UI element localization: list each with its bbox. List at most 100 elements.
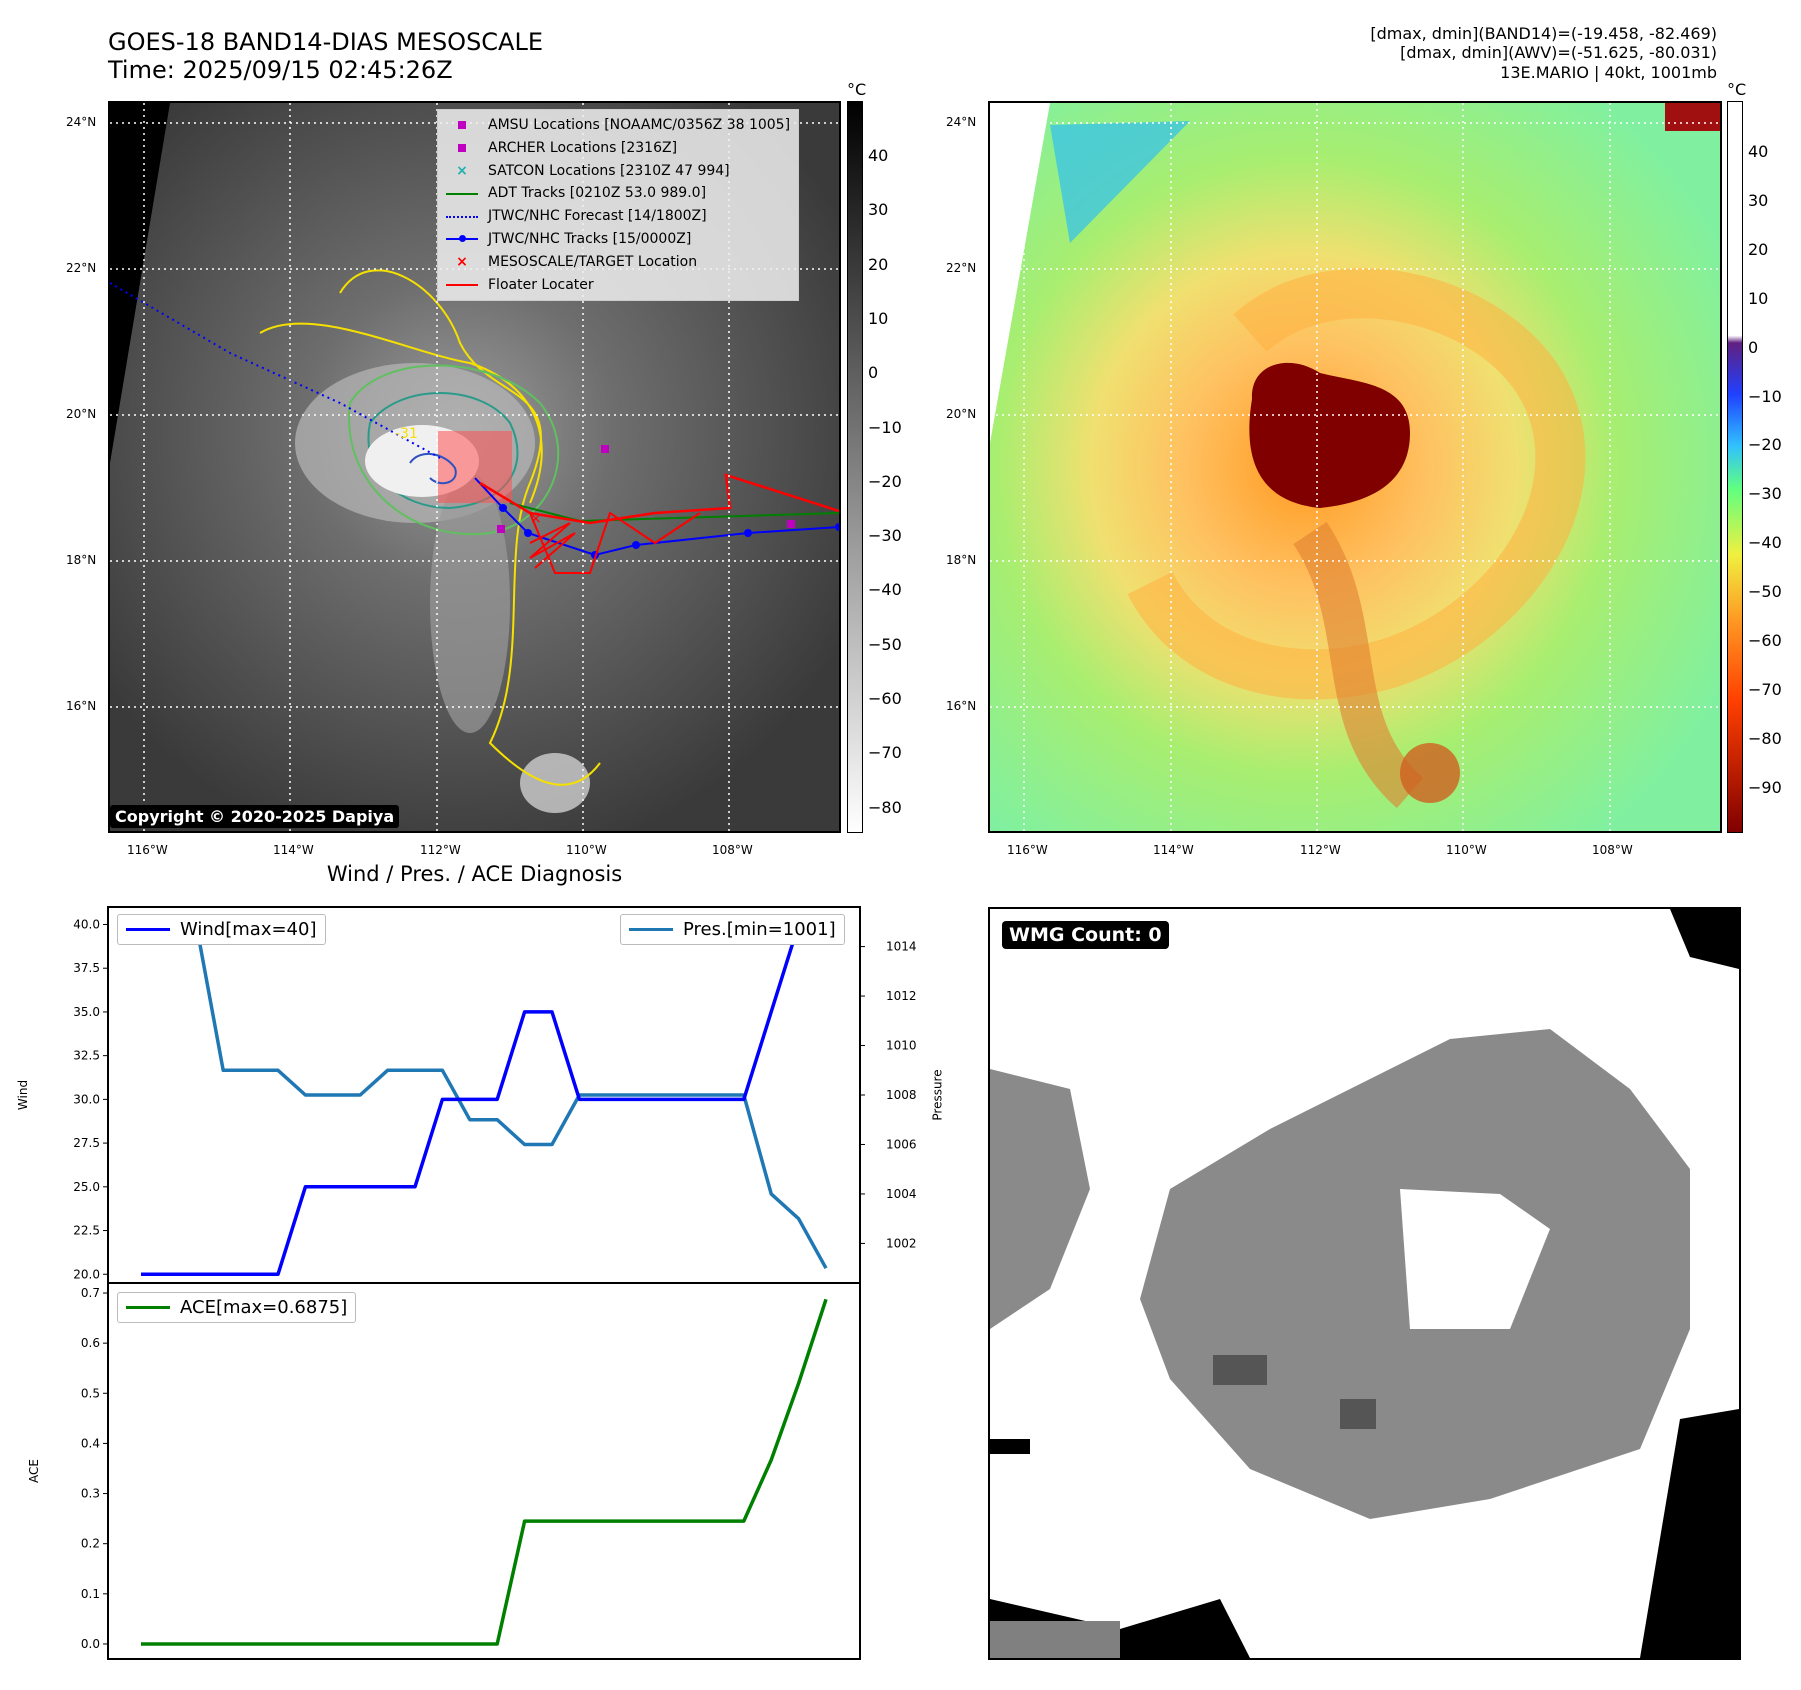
figure-title-line2: Time: 2025/09/15 02:45:26Z [108,56,453,84]
contour-label: -31 [395,426,418,442]
wmg-panel: WMG Count: 0 [988,907,1741,1660]
colorbar-tick-label: −70 [868,743,902,763]
wind-ytick-label: 25.0 [73,1180,100,1194]
svg-text:×: × [530,511,542,527]
latitude-label: 20°N [946,407,977,421]
pressure-legend-swatch [629,928,673,931]
diagnosis-chart: 20.0 22.5 25.0 27.5 30.0 32.5 35.0 37.5 40.0 1002… [73,906,917,1660]
colorbar-tick-label: −40 [868,580,902,600]
longitude-label: 116°W [1007,843,1048,857]
legend-marker-icon [446,210,478,224]
legend-entry: ARCHER Locations [2316Z] [446,137,790,160]
legend-marker-icon [446,187,478,201]
ace-legend-label: ACE[max=0.6875] [180,1297,348,1318]
legend-marker-icon [446,278,478,292]
awv-map-image [990,103,1720,831]
diagnosis-title: Wind / Pres. / ACE Diagnosis [326,862,623,886]
ace-legend-swatch [126,1306,170,1309]
pressure-series-line [141,920,828,1270]
colorbar-tick-label: −50 [1748,582,1782,602]
wind-series-line [141,922,826,1277]
wmg-black-region-ne [1670,909,1739,969]
legend-entry: ADT Tracks [0210Z 53.0 989.0] [446,182,790,205]
latitude-label: 16°N [66,699,97,713]
wind-ytick-label: 32.5 [73,1049,100,1063]
latitude-label: 24°N [66,115,97,129]
awv-gridlines [990,103,1720,831]
colorbar-tick-label: −80 [1748,728,1782,748]
colorbar-tick-label: −60 [868,689,902,708]
colorbar-tick-label: −20 [1748,435,1782,455]
wind-ytick-label: 27.5 [73,1136,100,1150]
colorbar-tick-label: 0 [1748,337,1759,357]
longitude-label: 110°W [1446,843,1487,857]
latitude-label: 18°N [946,553,977,567]
legend-label: SATCON Locations [2310Z 47 994] [488,162,730,179]
ir-contour-yellow [339,269,601,786]
latitude-label: 16°N [946,699,977,713]
wind-ytick-label: 20.0 [73,1267,100,1281]
longitude-label: 112°W [1300,843,1341,857]
wind-ytick-label: 37.5 [73,961,100,975]
wmg-count-badge: WMG Count: 0 [1002,921,1169,949]
ace-ytick-label: 0.3 [81,1487,100,1501]
ir-map-legend: AMSU Locations [NOAAMC/0356Z 38 1005] ARC… [437,109,800,302]
copyright-badge: Copyright © 2020-2025 Dapiya [110,805,400,828]
colorbar-tick-label: −70 [1748,679,1782,699]
longitude-label: 108°W [1592,843,1633,857]
wind-ytick-label: 22.5 [73,1224,100,1238]
longitude-label: 112°W [420,843,461,857]
ace-ytick-label: 0.4 [81,1436,100,1450]
legend-label: MESOSCALE/TARGET Location [488,253,698,270]
ir-map-panel: × -31 AMSU Locations [NOAAMC/0356Z 38 10… [108,101,841,833]
colorbar-tick-label: 30 [868,200,889,220]
ace-ytick-label: 0.6 [81,1336,100,1350]
ace-ytick-label: 0.2 [81,1537,100,1551]
ace-axes-frame [107,1282,861,1660]
wind-ylabel: Wind [16,1079,31,1111]
pressure-ytick-label: 1010 [886,1039,917,1053]
wind-ytick-label: 35.0 [73,1005,100,1019]
legend-label: ADT Tracks [0210Z 53.0 989.0] [488,185,707,202]
colorbar-tick-label: 10 [1748,288,1769,308]
legend-marker-icon: × [456,253,468,270]
legend-entry: JTWC/NHC Tracks [15/0000Z] [446,228,790,251]
legend-label: ARCHER Locations [2316Z] [488,139,678,156]
pressure-legend-label: Pres.[min=1001] [683,919,836,940]
latitude-label: 24°N [946,115,977,129]
legend-entry: JTWC/NHC Forecast [14/1800Z] [446,205,790,228]
awv-cold-core [1249,362,1410,508]
colorbar-tick-label: −10 [868,417,902,437]
colorbar-tick-label: −10 [1748,386,1782,406]
wmg-image [990,909,1739,1658]
longitude-label: 114°W [1153,843,1194,857]
ace-ytick-label: 0.1 [81,1587,100,1601]
archer-marker [497,525,505,533]
legend-entry: Floater Locater [446,274,790,297]
meta-line1: [dmax, dmin](BAND14)=(-19.458, -82.469) [1370,24,1717,43]
ir-colorbar [847,101,863,833]
wind-legend: Wind[max=40] [117,914,326,945]
colorbar-tick-label: −90 [1748,777,1782,797]
legend-marker-icon: × [456,162,468,179]
colorbar-tick-label: −20 [868,471,902,491]
colorbar-tick-label: −60 [1748,631,1782,650]
figure-title-line1: GOES-18 BAND14-DIAS MESOSCALE [108,28,544,56]
colorbar-tick-label: −30 [1748,484,1782,504]
wmg-eye [1400,1189,1550,1329]
ace-series-line [141,1298,828,1646]
latitude-label: 18°N [66,553,97,567]
legend-entry: × SATCON Locations [2310Z 47 994] [446,160,790,183]
awv-map-panel [988,101,1722,833]
legend-label: JTWC/NHC Tracks [15/0000Z] [488,230,692,247]
ace-legend: ACE[max=0.6875] [117,1292,357,1323]
colorbar-tick-label: 20 [1748,239,1769,259]
pressure-ytick-label: 1004 [886,1187,917,1201]
ace-ytick-label: 0.7 [81,1286,100,1300]
colorbar-tick-label: 0 [868,363,879,383]
pressure-ytick-label: 1008 [886,1088,917,1102]
wind-ytick-label: 40.0 [73,917,100,931]
pressure-ytick-label: 1014 [886,940,917,954]
longitude-label: 114°W [273,843,314,857]
colorbar-tick-label: 30 [1748,190,1769,210]
